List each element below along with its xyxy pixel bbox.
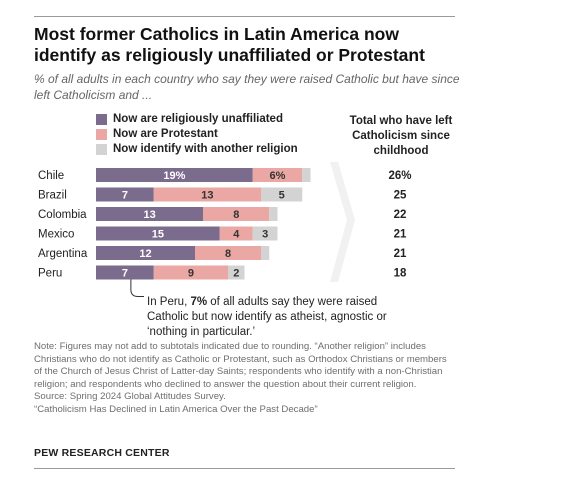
bar-unaffiliated-peru bbox=[96, 265, 154, 280]
legend-swatch-protestant bbox=[96, 128, 107, 140]
legend-swatch-another-religion bbox=[96, 143, 107, 155]
bar-protestant-brazil bbox=[153, 187, 261, 202]
bar-label-another-religion-mexico: 3 bbox=[262, 229, 268, 241]
bar-label-unaffiliated-argentina: 12 bbox=[139, 248, 151, 260]
legend-swatch-unaffiliated bbox=[96, 113, 107, 125]
bar-protestant-mexico bbox=[219, 226, 253, 241]
bar-label-unaffiliated-chile: 19% bbox=[163, 170, 185, 182]
bottom-rule bbox=[34, 468, 455, 469]
category-label-colombia: Colombia bbox=[38, 209, 87, 221]
bar-label-unaffiliated-peru: 7 bbox=[122, 268, 128, 280]
bar-label-protestant-peru: 9 bbox=[188, 268, 194, 280]
bar-another-religion-chile bbox=[302, 168, 311, 182]
bar-another-religion-peru bbox=[228, 265, 245, 280]
bar-label-unaffiliated-brazil: 7 bbox=[122, 190, 128, 202]
bar-label-protestant-mexico: 4 bbox=[233, 229, 240, 241]
callout-leader-line bbox=[130, 279, 144, 297]
total-value-argentina: 21 bbox=[394, 248, 407, 260]
source-text: Source: Spring 2024 Global Attitudes Sur… bbox=[34, 391, 226, 403]
legend-item-protestant: Now are Protestant bbox=[96, 127, 218, 141]
total-value-colombia: 22 bbox=[394, 209, 407, 221]
callout-text-pre: In Peru, bbox=[147, 296, 191, 308]
total-value-chile: 26% bbox=[388, 170, 411, 182]
bar-protestant-colombia bbox=[203, 207, 270, 221]
total-value-mexico: 21 bbox=[394, 229, 407, 241]
bar-label-another-religion-brazil: 5 bbox=[279, 190, 285, 202]
bar-unaffiliated-colombia bbox=[96, 207, 204, 221]
total-value-brazil: 25 bbox=[394, 190, 407, 202]
totals-column-header: Total who have left Catholicism since ch… bbox=[349, 115, 453, 157]
category-label-peru: Peru bbox=[38, 268, 62, 280]
chart-notes: Note: Figures may not add to subtotals i… bbox=[34, 341, 456, 417]
callout-text-post: of all adults say they were raised Catho… bbox=[147, 296, 387, 338]
callout-text-bold: 7% bbox=[190, 296, 208, 308]
brand-logo: PEW RESEARCH CENTER bbox=[34, 447, 170, 459]
legend-label-protestant: Now are Protestant bbox=[113, 128, 218, 140]
category-label-mexico: Mexico bbox=[38, 229, 74, 241]
bar-unaffiliated-mexico bbox=[96, 226, 220, 241]
bar-another-religion-mexico bbox=[252, 226, 278, 241]
bar-unaffiliated-chile bbox=[96, 168, 253, 182]
note-text: Note: Figures may not add to subtotals i… bbox=[34, 341, 447, 390]
bar-label-protestant-brazil: 13 bbox=[201, 190, 213, 202]
bar-another-religion-argentina bbox=[261, 246, 270, 260]
bar-unaffiliated-argentina bbox=[96, 246, 195, 260]
bar-unaffiliated-brazil bbox=[96, 187, 154, 202]
report-title-text: “Catholicism Has Declined in Latin Ameri… bbox=[34, 403, 318, 415]
bar-another-religion-colombia bbox=[269, 207, 278, 221]
bar-another-religion-brazil bbox=[261, 187, 303, 202]
bar-label-protestant-chile: 6% bbox=[270, 170, 286, 182]
bar-label-unaffiliated-mexico: 15 bbox=[152, 229, 164, 241]
legend-item-unaffiliated: Now are religiously unaffiliated bbox=[96, 112, 283, 126]
legend-item-another-religion: Now identify with another religion bbox=[96, 142, 298, 156]
bar-protestant-peru bbox=[153, 265, 228, 280]
bar-label-protestant-colombia: 8 bbox=[233, 209, 239, 221]
bar-label-unaffiliated-colombia: 13 bbox=[144, 209, 156, 221]
chart-title: Most former Catholics in Latin America n… bbox=[34, 24, 425, 65]
peru-callout: In Peru, 7% of all adults say they were … bbox=[147, 295, 387, 340]
legend-label-unaffiliated: Now are religiously unaffiliated bbox=[113, 113, 283, 125]
category-label-argentina: Argentina bbox=[38, 248, 88, 260]
total-value-peru: 18 bbox=[394, 268, 407, 280]
category-label-chile: Chile bbox=[38, 170, 64, 182]
category-label-brazil: Brazil bbox=[38, 190, 67, 202]
bar-protestant-argentina bbox=[195, 246, 261, 260]
bar-label-another-religion-peru: 2 bbox=[233, 268, 239, 280]
top-rule bbox=[34, 16, 455, 17]
legend-label-another-religion: Now identify with another religion bbox=[113, 143, 298, 155]
chart-subtitle: % of all adults in each country who say … bbox=[34, 72, 460, 102]
bar-label-protestant-argentina: 8 bbox=[225, 248, 231, 260]
chevron-divider bbox=[330, 162, 355, 282]
bar-protestant-chile bbox=[252, 168, 303, 182]
